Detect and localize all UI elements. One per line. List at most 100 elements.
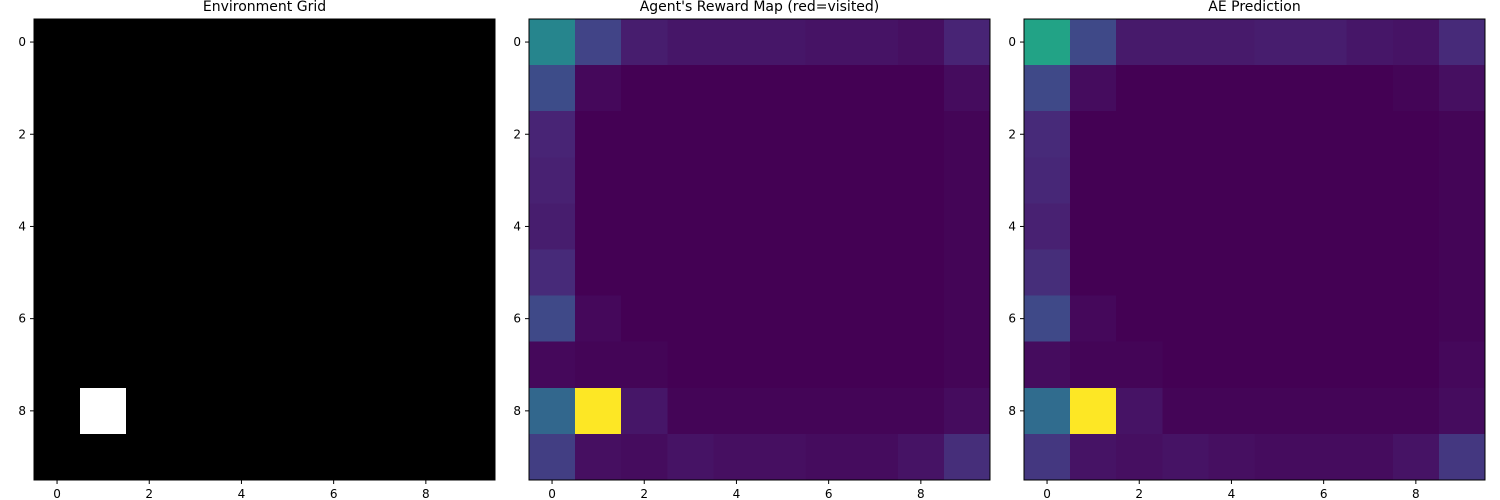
heatmap-cell-r1-c2	[621, 65, 668, 112]
heatmap-cell-r3-c7	[851, 157, 899, 204]
heatmap-cell-r6-c6	[1300, 295, 1348, 343]
heatmap-cell-r7-c8	[1392, 341, 1440, 389]
heatmap-cell-r9-c0	[34, 433, 81, 481]
heatmap-cell-r3-c9	[1438, 157, 1486, 204]
heatmap-cell-r5-c4	[218, 249, 265, 296]
x-tick-label: 6	[825, 487, 833, 500]
y-tick-label: 4	[513, 219, 521, 233]
heatmap-cell-r6-c9	[943, 295, 991, 343]
heatmap-cell-r4-c3	[667, 203, 714, 250]
heatmap-cell-r8-c2	[1116, 387, 1163, 435]
heatmap-cell-r3-c8	[1392, 157, 1440, 204]
heatmap-cell-r4-c7	[1346, 203, 1394, 250]
heatmap-cell-r2-c6	[805, 111, 853, 158]
heatmap-cell-r5-c9	[1438, 249, 1486, 296]
heatmap-cell-r2-c7	[1346, 111, 1394, 158]
heatmap-cell-r7-c1	[1070, 341, 1117, 389]
heatmap-cell-r0-c2	[621, 19, 668, 66]
heatmap-cell-r0-c6	[310, 19, 358, 66]
heatmap-cell-r6-c8	[1392, 295, 1440, 343]
x-tick-label: 4	[1228, 487, 1236, 500]
heatmap-cell-r0-c7	[851, 19, 899, 66]
heatmap-cell-r5-c3	[667, 249, 714, 296]
heatmap-cell-r3-c3	[1162, 157, 1209, 204]
heatmap-cell-r1-c4	[218, 65, 265, 112]
heatmap-cell-r3-c2	[1116, 157, 1163, 204]
heatmap-cell-r4-c8	[402, 203, 450, 250]
heatmap-cell-r0-c2	[126, 19, 173, 66]
heatmap-cell-r5-c2	[126, 249, 173, 296]
heatmap-cell-r9-c3	[172, 433, 219, 481]
heatmap-cell-r5-c0	[529, 249, 576, 296]
heatmap-cell-r6-c7	[1346, 295, 1394, 343]
heatmap-cell-r2-c3	[1162, 111, 1209, 158]
heatmap-cell-r9-c0	[529, 433, 576, 481]
heatmap-cell-r0-c8	[1392, 19, 1440, 66]
heatmap-cell-r1-c1	[80, 65, 127, 112]
heatmap-cell-r4-c1	[80, 203, 127, 250]
heatmap-cell-r2-c4	[713, 111, 760, 158]
heatmap-cell-r3-c4	[713, 157, 760, 204]
heatmap-cell-r8-c7	[356, 387, 404, 435]
x-tick-label: 0	[1043, 487, 1051, 500]
heatmap-cell-r9-c9	[448, 433, 496, 481]
heatmap-cell-r1-c6	[1300, 65, 1348, 112]
heatmap-cell-r8-c7	[1346, 387, 1394, 435]
heatmap-cell-r8-c5	[264, 387, 311, 435]
y-tick-label: 0	[1008, 35, 1016, 49]
heatmap-cell-r2-c2	[126, 111, 173, 158]
heatmap-cell-r4-c0	[1024, 203, 1071, 250]
heatmap-cell-r1-c9	[1438, 65, 1486, 112]
heatmap-cell-r6-c4	[713, 295, 760, 343]
heatmap-cell-r4-c2	[1116, 203, 1163, 250]
y-tick-label: 2	[513, 127, 521, 141]
y-tick-label: 0	[513, 35, 521, 49]
heatmap-cell-r3-c0	[529, 157, 576, 204]
heatmap-cell-r5-c1	[80, 249, 127, 296]
x-tick-label: 4	[733, 487, 741, 500]
heatmap-cell-r3-c4	[218, 157, 265, 204]
heatmap-cell-r2-c5	[759, 111, 806, 158]
heatmap-cell-r8-c4	[218, 387, 265, 435]
heatmap-cell-r5-c4	[1208, 249, 1255, 296]
heatmap-cell-r2-c2	[1116, 111, 1163, 158]
heatmap-cell-r6-c2	[1116, 295, 1163, 343]
heatmap-cell-r4-c9	[1438, 203, 1486, 250]
heatmap-cell-r2-c6	[1300, 111, 1348, 158]
heatmap-cell-r7-c2	[621, 341, 668, 389]
heatmap-cell-r9-c9	[1438, 433, 1486, 481]
y-tick-label: 8	[18, 404, 26, 418]
axes-frame	[528, 18, 991, 481]
heatmap-cell-r2-c1	[575, 111, 622, 158]
heatmap-cell-r3-c9	[448, 157, 496, 204]
heatmap-cell-r7-c6	[1300, 341, 1348, 389]
heatmap-cell-r0-c8	[402, 19, 450, 66]
heatmap-cell-r1-c5	[759, 65, 806, 112]
heatmap-cell-r2-c4	[1208, 111, 1255, 158]
axes-frame	[33, 18, 496, 481]
heatmap-cell-r7-c3	[667, 341, 714, 389]
heatmap-cell-r8-c3	[1162, 387, 1209, 435]
heatmap-cell-r1-c7	[356, 65, 404, 112]
heatmap-cell-r1-c8	[402, 65, 450, 112]
heatmap-cell-r1-c4	[713, 65, 760, 112]
heatmap-cell-r9-c1	[80, 433, 127, 481]
y-tick-label: 8	[1008, 404, 1016, 418]
heatmap-cell-r9-c3	[667, 433, 714, 481]
axes-frame	[1023, 18, 1486, 481]
heatmap-cell-r8-c4	[1208, 387, 1255, 435]
panel-title: Environment Grid	[203, 0, 326, 15]
heatmap-cell-r9-c1	[1070, 433, 1117, 481]
heatmap-cell-r5-c0	[1024, 249, 1071, 296]
heatmap-cell-r3-c8	[402, 157, 450, 204]
heatmap-cell-r7-c5	[759, 341, 806, 389]
heatmap-cell-r8-c1	[575, 387, 622, 435]
heatmap-cell-r3-c0	[1024, 157, 1071, 204]
heatmap-cell-r5-c9	[943, 249, 991, 296]
heatmap-cell-r6-c3	[1162, 295, 1209, 343]
heatmap-cell-r6-c4	[218, 295, 265, 343]
heatmap-cell-r7-c2	[126, 341, 173, 389]
heatmap-cell-r2-c5	[264, 111, 311, 158]
heatmap-cell-r7-c9	[1438, 341, 1486, 389]
